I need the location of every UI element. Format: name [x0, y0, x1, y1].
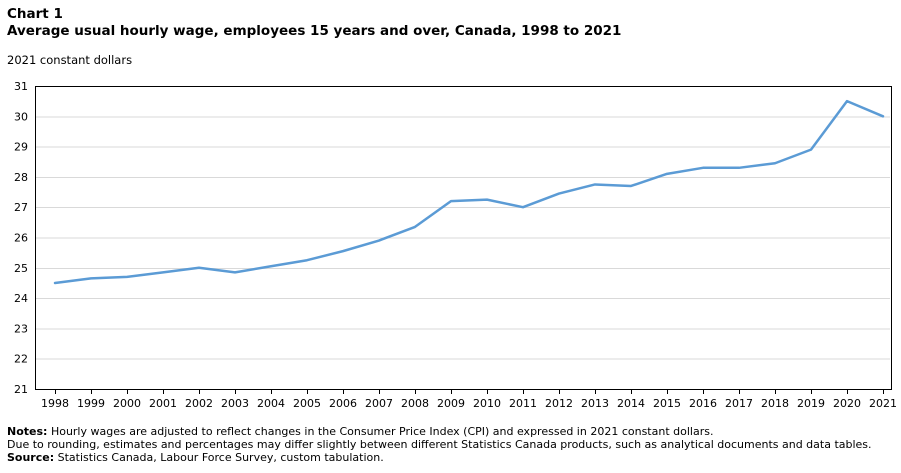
- chart-notes: Notes: Hourly wages are adjusted to refl…: [7, 425, 901, 464]
- x-axis-tick-label: 1999: [77, 397, 105, 410]
- x-axis-tick-label: 2002: [185, 397, 213, 410]
- x-axis-tick-label: 2011: [509, 397, 537, 410]
- chart-header: Chart 1 Average usual hourly wage, emplo…: [7, 6, 901, 67]
- y-axis-tick-label: 28: [14, 171, 28, 184]
- x-axis-tick-label: 2008: [401, 397, 429, 410]
- chart-title: Average usual hourly wage, employees 15 …: [7, 23, 622, 39]
- y-axis-tick-label: 24: [14, 292, 28, 305]
- x-axis-tick-label: 2015: [653, 397, 681, 410]
- x-axis-tick-label: 2021: [869, 397, 897, 410]
- notes-line-2: Due to rounding, estimates and percentag…: [7, 438, 872, 451]
- x-axis-tick-label: 2019: [797, 397, 825, 410]
- y-axis-units-label: 2021 constant dollars: [7, 53, 133, 67]
- y-axis-tick-label: 27: [14, 201, 28, 214]
- y-axis-tick-label: 22: [14, 353, 28, 366]
- x-axis-tick-label: 2000: [113, 397, 141, 410]
- y-axis-tick-label: 23: [14, 322, 28, 335]
- x-axis-tick-label: 2004: [257, 397, 285, 410]
- y-axis-tick-label: 29: [14, 141, 28, 154]
- y-axis-tick-label: 26: [14, 232, 28, 245]
- plot-border: [35, 86, 892, 390]
- x-axis-tick-label: 2018: [761, 397, 789, 410]
- y-axis-tick-label: 21: [14, 383, 28, 396]
- y-axis-tick-label: 30: [14, 110, 28, 123]
- y-axis-tick-label: 25: [14, 262, 28, 275]
- line-chart-canvas: 21 22 23 24 25 26 27 28 29 30 31 1998 1999 2000 2001 20…: [14, 80, 897, 410]
- chart-number: Chart 1: [7, 6, 63, 22]
- x-axis-tick-label: 2016: [689, 397, 717, 410]
- x-axis-tick-label: 2001: [149, 397, 177, 410]
- y-axis-tick-label: 31: [14, 80, 28, 93]
- source-text: Statistics Canada, Labour Force Survey, …: [57, 451, 384, 464]
- x-axis-tick-label: 2009: [437, 397, 465, 410]
- x-axis-tick-label: 2020: [833, 397, 861, 410]
- x-axis-tick-label: 2007: [365, 397, 393, 410]
- x-axis-tick-label: 2006: [329, 397, 357, 410]
- x-axis-tick-label: 2010: [473, 397, 501, 410]
- x-axis-tick-label: 2005: [293, 397, 321, 410]
- source-line: Source: Statistics Canada, Labour Force …: [7, 451, 901, 464]
- notes-text-1: Hourly wages are adjusted to reflect cha…: [50, 425, 714, 438]
- notes-line-1: Notes: Hourly wages are adjusted to refl…: [7, 425, 901, 438]
- wage-line-series: [53, 99, 885, 285]
- source-label: Source:: [7, 451, 55, 464]
- x-axis-tick-label: 2017: [725, 397, 753, 410]
- x-axis-tick-label: 2013: [581, 397, 609, 410]
- notes-label: Notes:: [7, 425, 48, 438]
- x-axis-tick-label: 1998: [41, 397, 69, 410]
- x-axis-tick-label: 2012: [545, 397, 573, 410]
- x-axis-tick-label: 2014: [617, 397, 645, 410]
- x-axis-tick-label: 2003: [221, 397, 249, 410]
